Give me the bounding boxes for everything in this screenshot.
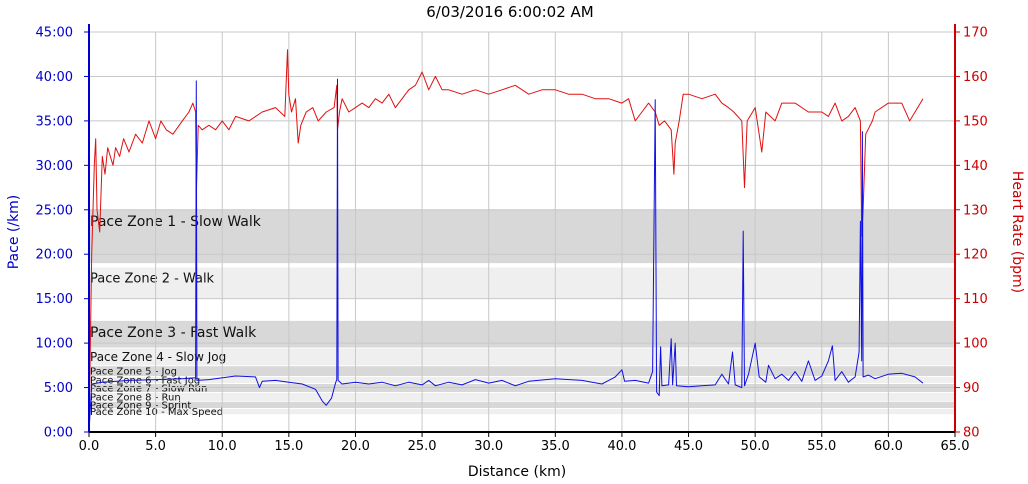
x-tick-label: 45.0 — [674, 439, 703, 454]
x-tick-label: 50.0 — [741, 439, 770, 454]
left-tick-label: 35:00 — [36, 114, 73, 129]
pace-zones: Pace Zone 1 - Slow Walk Pace Zone 2 - Wal… — [89, 209, 955, 418]
x-tick-label: 55.0 — [807, 439, 836, 454]
pace-zone-8-label: Pace Zone 8 - Run — [90, 392, 181, 403]
pace-zone-5-label: Pace Zone 5 - Jog — [90, 367, 177, 378]
right-tick-label: 130 — [963, 203, 988, 218]
pace-zone-3-label: Pace Zone 3 - Fast Walk — [90, 325, 257, 341]
x-axis-label: Distance (km) — [468, 464, 566, 480]
pace-zone-4-label: Pace Zone 4 - Slow Jog — [90, 350, 226, 364]
left-tick-label: 5:00 — [44, 381, 73, 396]
pace-zone-8-band — [89, 392, 955, 401]
pace-zone-2-band — [89, 267, 955, 299]
pace-zone-4-band — [89, 348, 955, 366]
x-tick-label: 15.0 — [274, 439, 303, 454]
x-tick-label: 20.0 — [341, 439, 370, 454]
heart-rate-series — [88, 49, 924, 433]
pace-line — [88, 78, 924, 433]
right-tick-label: 90 — [963, 381, 980, 396]
left-tick-label: 0:00 — [44, 426, 73, 441]
pace-zone-9-band — [89, 401, 955, 408]
right-tick-label: 170 — [963, 26, 988, 41]
left-tick-label: 15:00 — [36, 292, 73, 307]
x-tick-label: 10.0 — [208, 439, 237, 454]
pace-zone-6-label: Pace Zone 6 - Fast Jog — [90, 376, 200, 387]
x-tick-label: 25.0 — [408, 439, 437, 454]
left-tick-label: 10:00 — [36, 337, 73, 352]
right-axis-ticks: 80 90 100 110 120 130 140 150 160 170 — [955, 26, 988, 441]
right-axis-label: Heart Rate (bpm) — [1009, 171, 1025, 293]
right-tick-label: 80 — [963, 426, 980, 441]
heart-rate-line — [88, 49, 924, 433]
left-tick-label: 25:00 — [36, 203, 73, 218]
pace-zone-6-band — [89, 376, 955, 384]
right-tick-label: 140 — [963, 159, 988, 174]
pace-series — [88, 78, 924, 433]
pace-zone-9-label: Pace Zone 9 - Sprint — [90, 400, 191, 411]
right-tick-label: 160 — [963, 70, 988, 85]
pace-zone-10-label: Pace Zone 10 - Max Speed — [90, 407, 223, 418]
axes — [88, 24, 956, 433]
chart-title: 6/03/2016 6:00:02 AM — [426, 3, 593, 21]
left-tick-label: 30:00 — [36, 159, 73, 174]
x-tick-label: 65.0 — [941, 439, 970, 454]
right-tick-label: 120 — [963, 248, 988, 263]
pace-zone-5-band — [89, 366, 955, 376]
right-tick-label: 150 — [963, 114, 988, 129]
x-tick-label: 60.0 — [874, 439, 903, 454]
x-tick-label: 5.0 — [145, 439, 166, 454]
left-tick-label: 40:00 — [36, 70, 73, 85]
pace-zone-10-band — [89, 408, 955, 415]
right-tick-label: 110 — [963, 292, 988, 307]
right-tick-label: 100 — [963, 337, 988, 352]
x-axis-ticks: 0.0 5.0 10.0 15.0 20.0 25.0 30.0 35.0 40.0 45.0 50… — [79, 432, 970, 454]
pace-zone-2-label: Pace Zone 2 - Walk — [90, 272, 215, 287]
left-axis-label: Pace (/km) — [6, 195, 22, 270]
left-axis-ticks: 0:00 5:00 10:00 15:00 20:00 25:00 30:00 35:00 40… — [36, 26, 89, 441]
left-tick-label: 45:00 — [36, 26, 73, 41]
x-tick-label: 30.0 — [474, 439, 503, 454]
left-tick-label: 20:00 — [36, 248, 73, 263]
pace-zone-1-label: Pace Zone 1 - Slow Walk — [90, 214, 262, 230]
pace-zone-7-label: Pace Zone 7 - Slow Run — [90, 384, 207, 395]
x-tick-label: 40.0 — [607, 439, 636, 454]
x-tick-label: 35.0 — [541, 439, 570, 454]
x-tick-label: 0.0 — [79, 439, 100, 454]
